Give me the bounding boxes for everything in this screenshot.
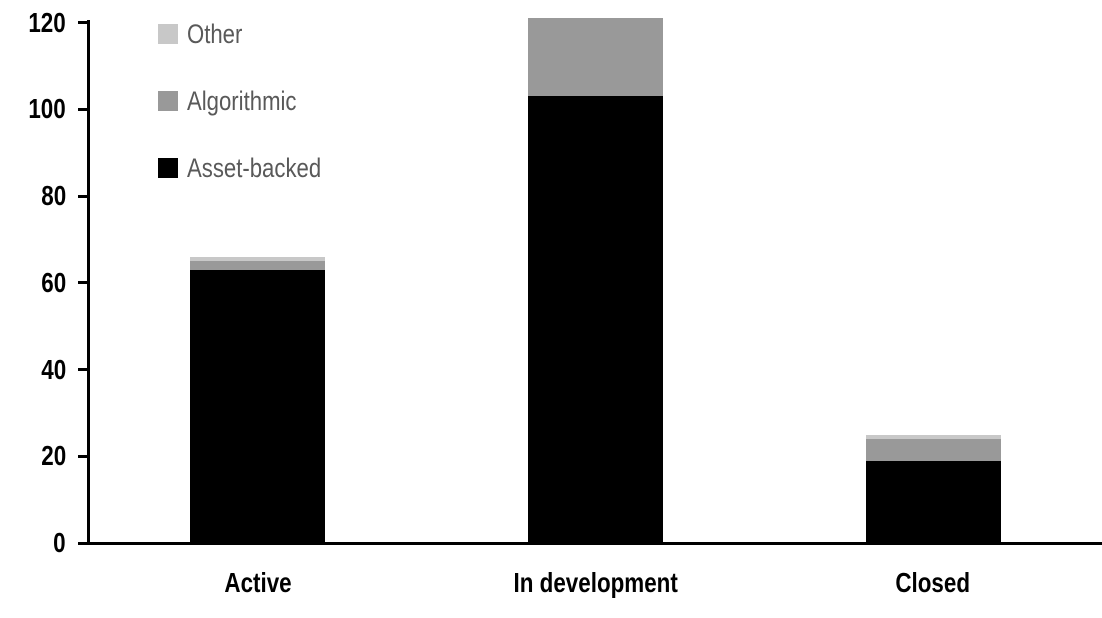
y-tick-label-text: 20 [41,440,66,472]
legend-label: Algorithmic [187,85,297,116]
y-axis-tick [78,454,88,458]
y-axis-tick [78,107,88,111]
y-tick-label: 100 [0,93,66,125]
x-category-label: In development [446,566,746,600]
bar-segment-other [865,434,1001,439]
y-tick-label: 0 [0,527,66,559]
legend-swatch [158,24,178,44]
y-tick-label: 20 [0,440,66,472]
legend-label: Other [187,18,243,49]
legend-item-asset-backed: Asset-backed [158,153,351,183]
y-tick-label-text: 40 [41,353,66,385]
y-axis-tick [78,368,88,371]
y-axis-line [87,20,90,544]
y-axis-tick [78,21,88,24]
x-category-label: Closed [783,566,1083,600]
y-tick-label-text: 60 [41,266,66,298]
bar-segment-asset-backed [528,96,663,543]
legend-label: Asset-backed [187,152,322,183]
y-tick-label-text: 100 [28,93,66,125]
x-axis-line [78,542,1102,545]
bar-segment-algorithmic [528,18,663,97]
x-category-label-text: Active [224,567,292,598]
y-tick-label-text: 80 [41,180,66,211]
y-axis-tick [78,194,88,198]
y-tick-label-text: 0 [53,527,66,558]
legend-swatch [158,91,178,111]
y-tick-label: 60 [0,267,66,299]
bar-closed [865,434,1001,543]
y-axis-tick [78,281,88,285]
legend: Other Algorithmic Asset-backed [158,19,351,223]
bar-active [190,256,326,543]
bar-segment-algorithmic [190,261,326,270]
y-tick-label: 40 [0,354,66,386]
bar-segment-other [190,256,326,262]
y-axis-tick [78,541,88,545]
y-tick-label: 120 [0,7,66,39]
x-category-label: Active [108,566,408,600]
bar-segment-algorithmic [865,438,1001,461]
y-tick-label: 80 [0,180,66,212]
y-tick-label-text: 120 [28,6,66,38]
bar-in-development [528,18,663,543]
bar-segment-asset-backed [865,460,1001,543]
legend-item-other: Other [158,19,351,49]
x-category-label-text: In development [513,567,678,598]
x-category-label-text: Closed [895,567,971,598]
legend-item-algorithmic: Algorithmic [158,86,351,116]
legend-swatch [158,158,178,178]
bar-segment-asset-backed [190,269,326,543]
